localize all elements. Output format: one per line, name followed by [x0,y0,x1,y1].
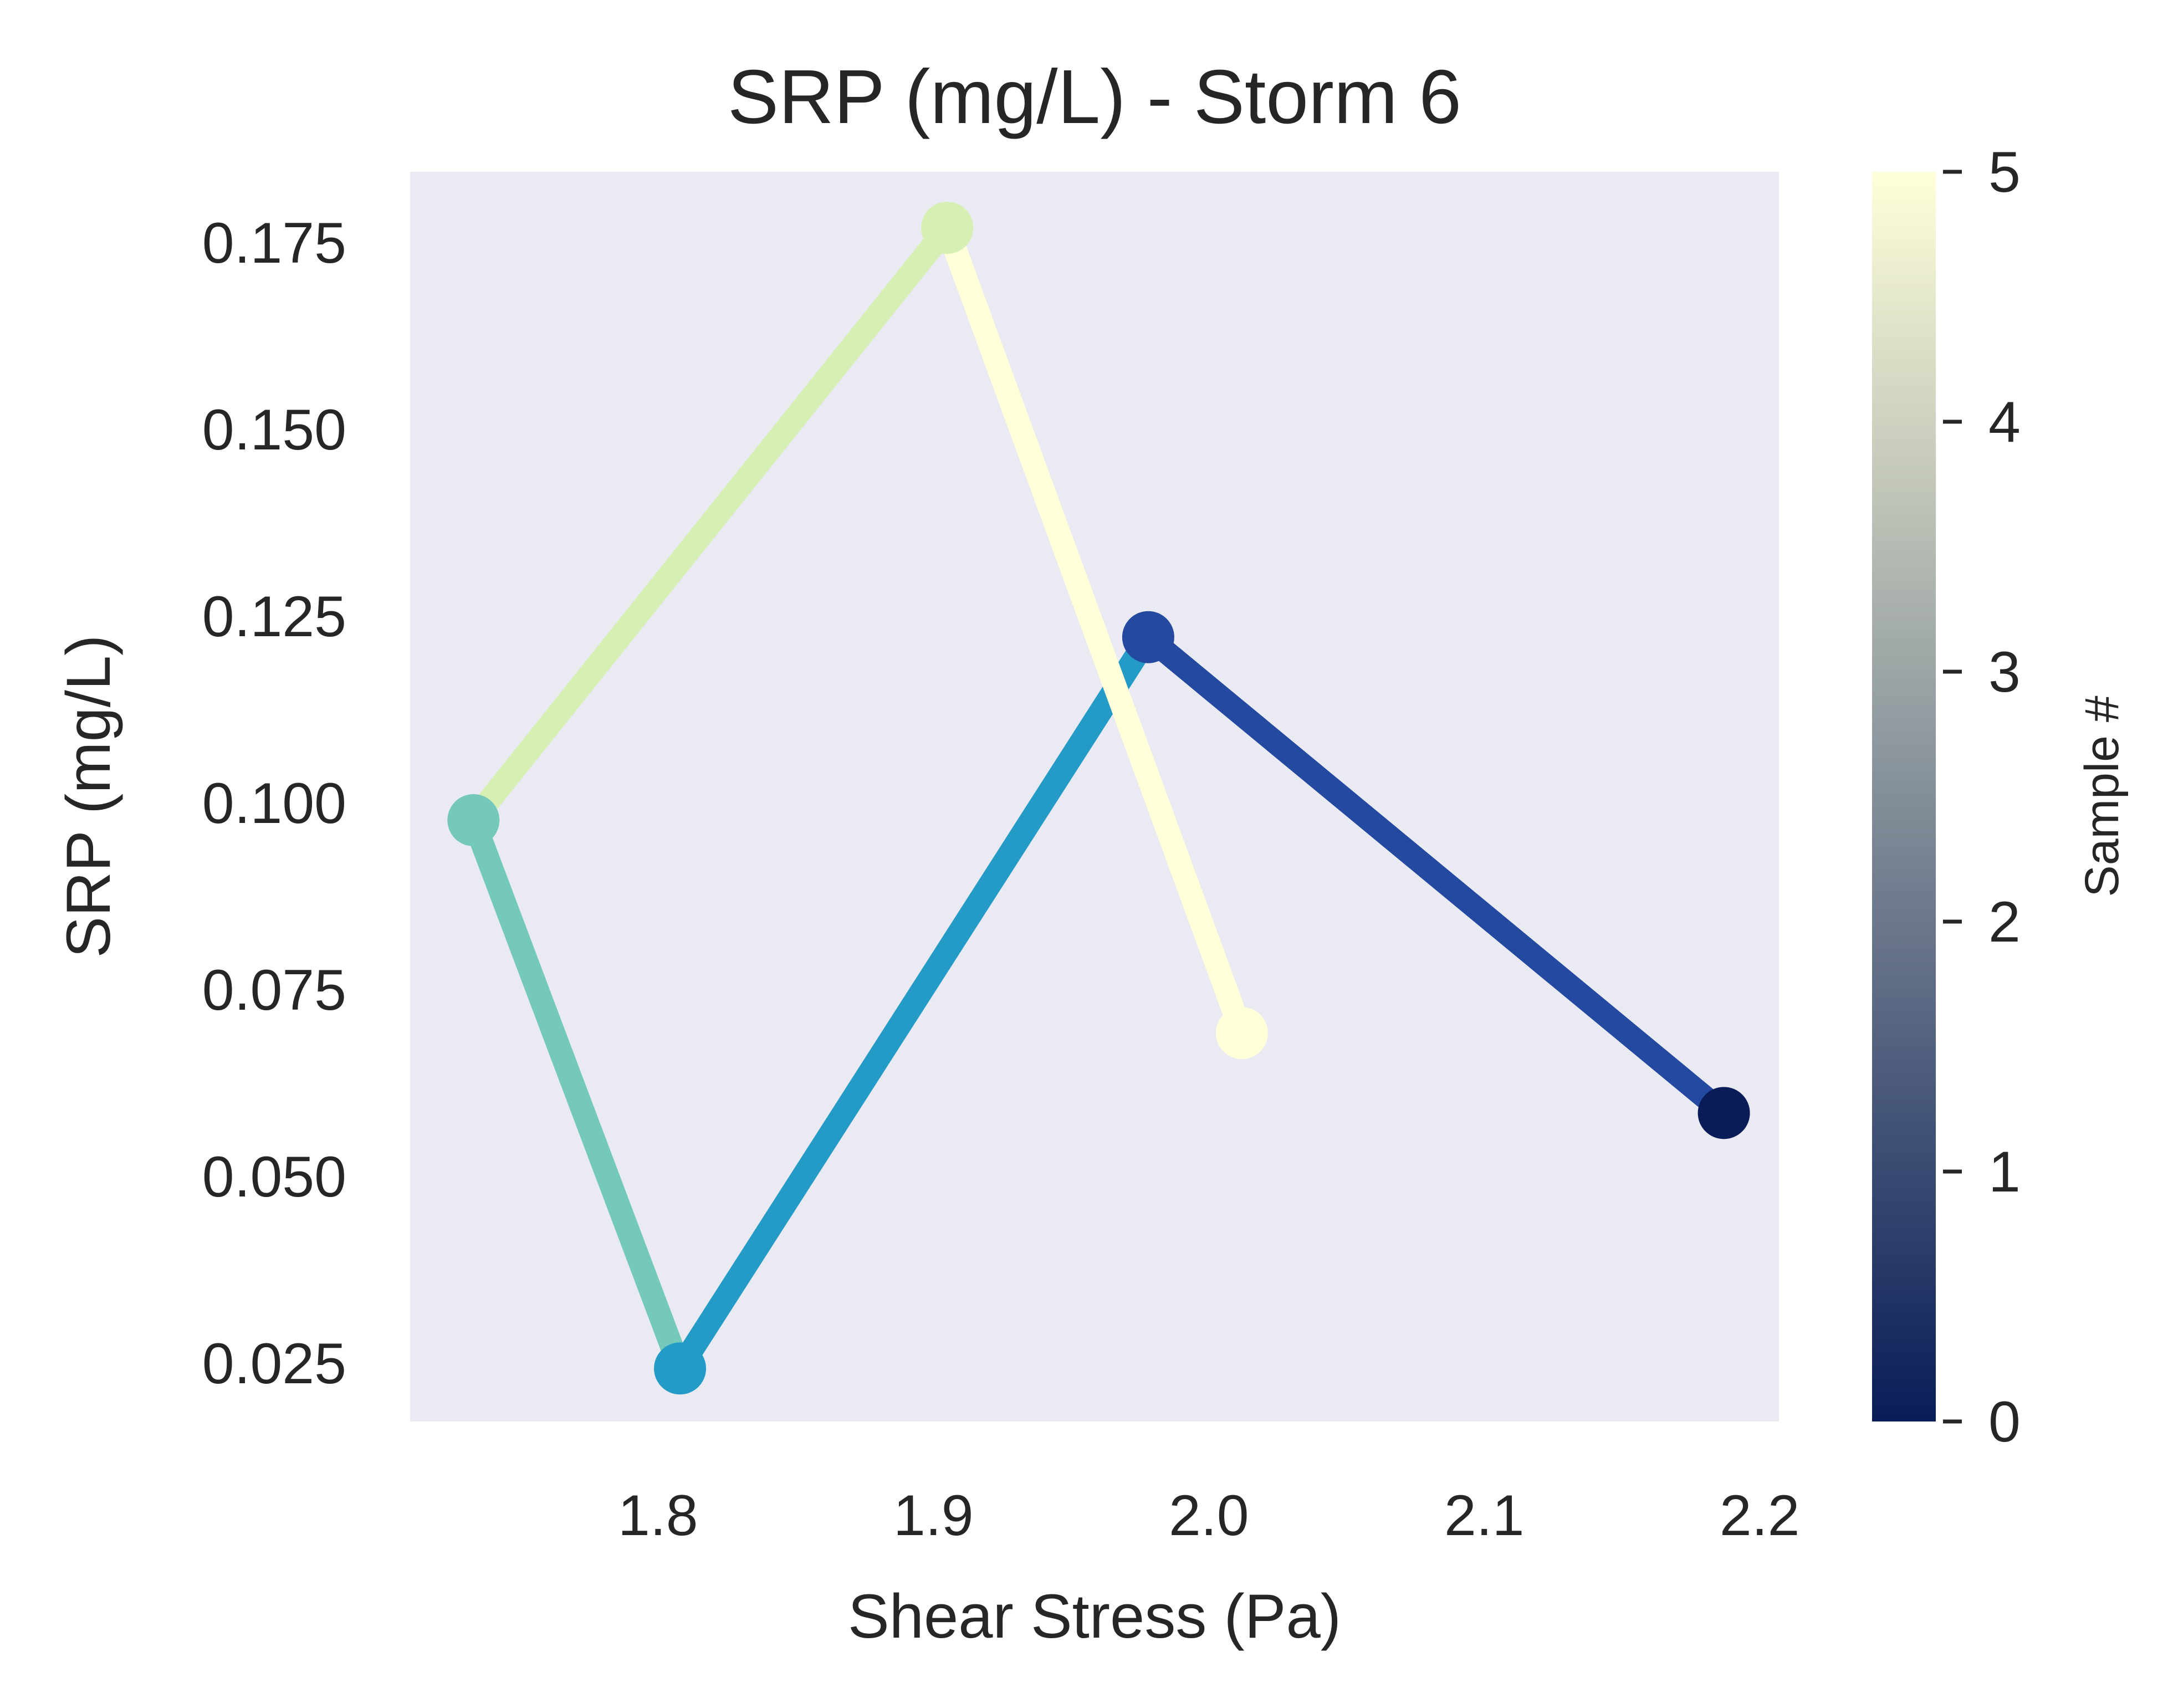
data-point [921,202,974,254]
data-point [447,794,500,846]
y-tick-label: 0.150 [202,398,346,462]
colorbar-ticks: 0 1 2 3 4 5 [1943,140,2021,1454]
x-tick-label: 2.0 [1169,1484,1249,1548]
colorbar-tick-label: 4 [1988,390,2021,454]
y-axis-label: SRP (mg/L) [54,635,123,958]
colorbar-tick-label: 5 [1988,140,2021,204]
line-segment [462,816,691,1373]
colorbar-tick-label: 0 [1988,1390,2021,1454]
y-tick-label: 0.075 [202,958,346,1022]
x-axis-ticks: 1.8 1.9 2.0 2.1 2.2 [618,1484,1800,1548]
chart-title: SRP (mg/L) - Storm 6 [728,54,1461,140]
x-tick-label: 2.1 [1444,1484,1525,1548]
line-segment [1141,628,1731,1122]
colorbar [1872,172,1936,1421]
y-tick-label: 0.100 [202,771,346,836]
data-point [1697,1087,1750,1139]
colorbar-tick-label: 3 [1988,640,2021,704]
data-markers [447,202,1750,1395]
data-point [1122,611,1174,663]
x-axis-label: Shear Stress (Pa) [848,1582,1341,1651]
data-point [1215,1007,1268,1060]
line-segment [464,220,957,828]
colorbar-tick-label: 2 [1988,890,2021,954]
y-tick-label: 0.025 [202,1332,346,1396]
y-tick-label: 0.175 [202,211,346,275]
colorbar-tick-label: 1 [1988,1140,2021,1204]
x-tick-label: 1.8 [618,1484,698,1548]
y-axis-ticks: 0.025 0.050 0.075 0.100 0.125 0.150 0.175 [202,211,346,1396]
data-point [654,1342,707,1395]
x-tick-label: 1.9 [893,1484,974,1548]
plot-area [410,172,1779,1421]
line-segments [462,220,1731,1375]
x-tick-label: 2.2 [1720,1484,1800,1548]
line-segment [670,631,1158,1375]
colorbar-label: Sample # [2075,696,2129,897]
y-tick-label: 0.125 [202,585,346,649]
line-segment [936,223,1253,1037]
y-tick-label: 0.050 [202,1145,346,1209]
